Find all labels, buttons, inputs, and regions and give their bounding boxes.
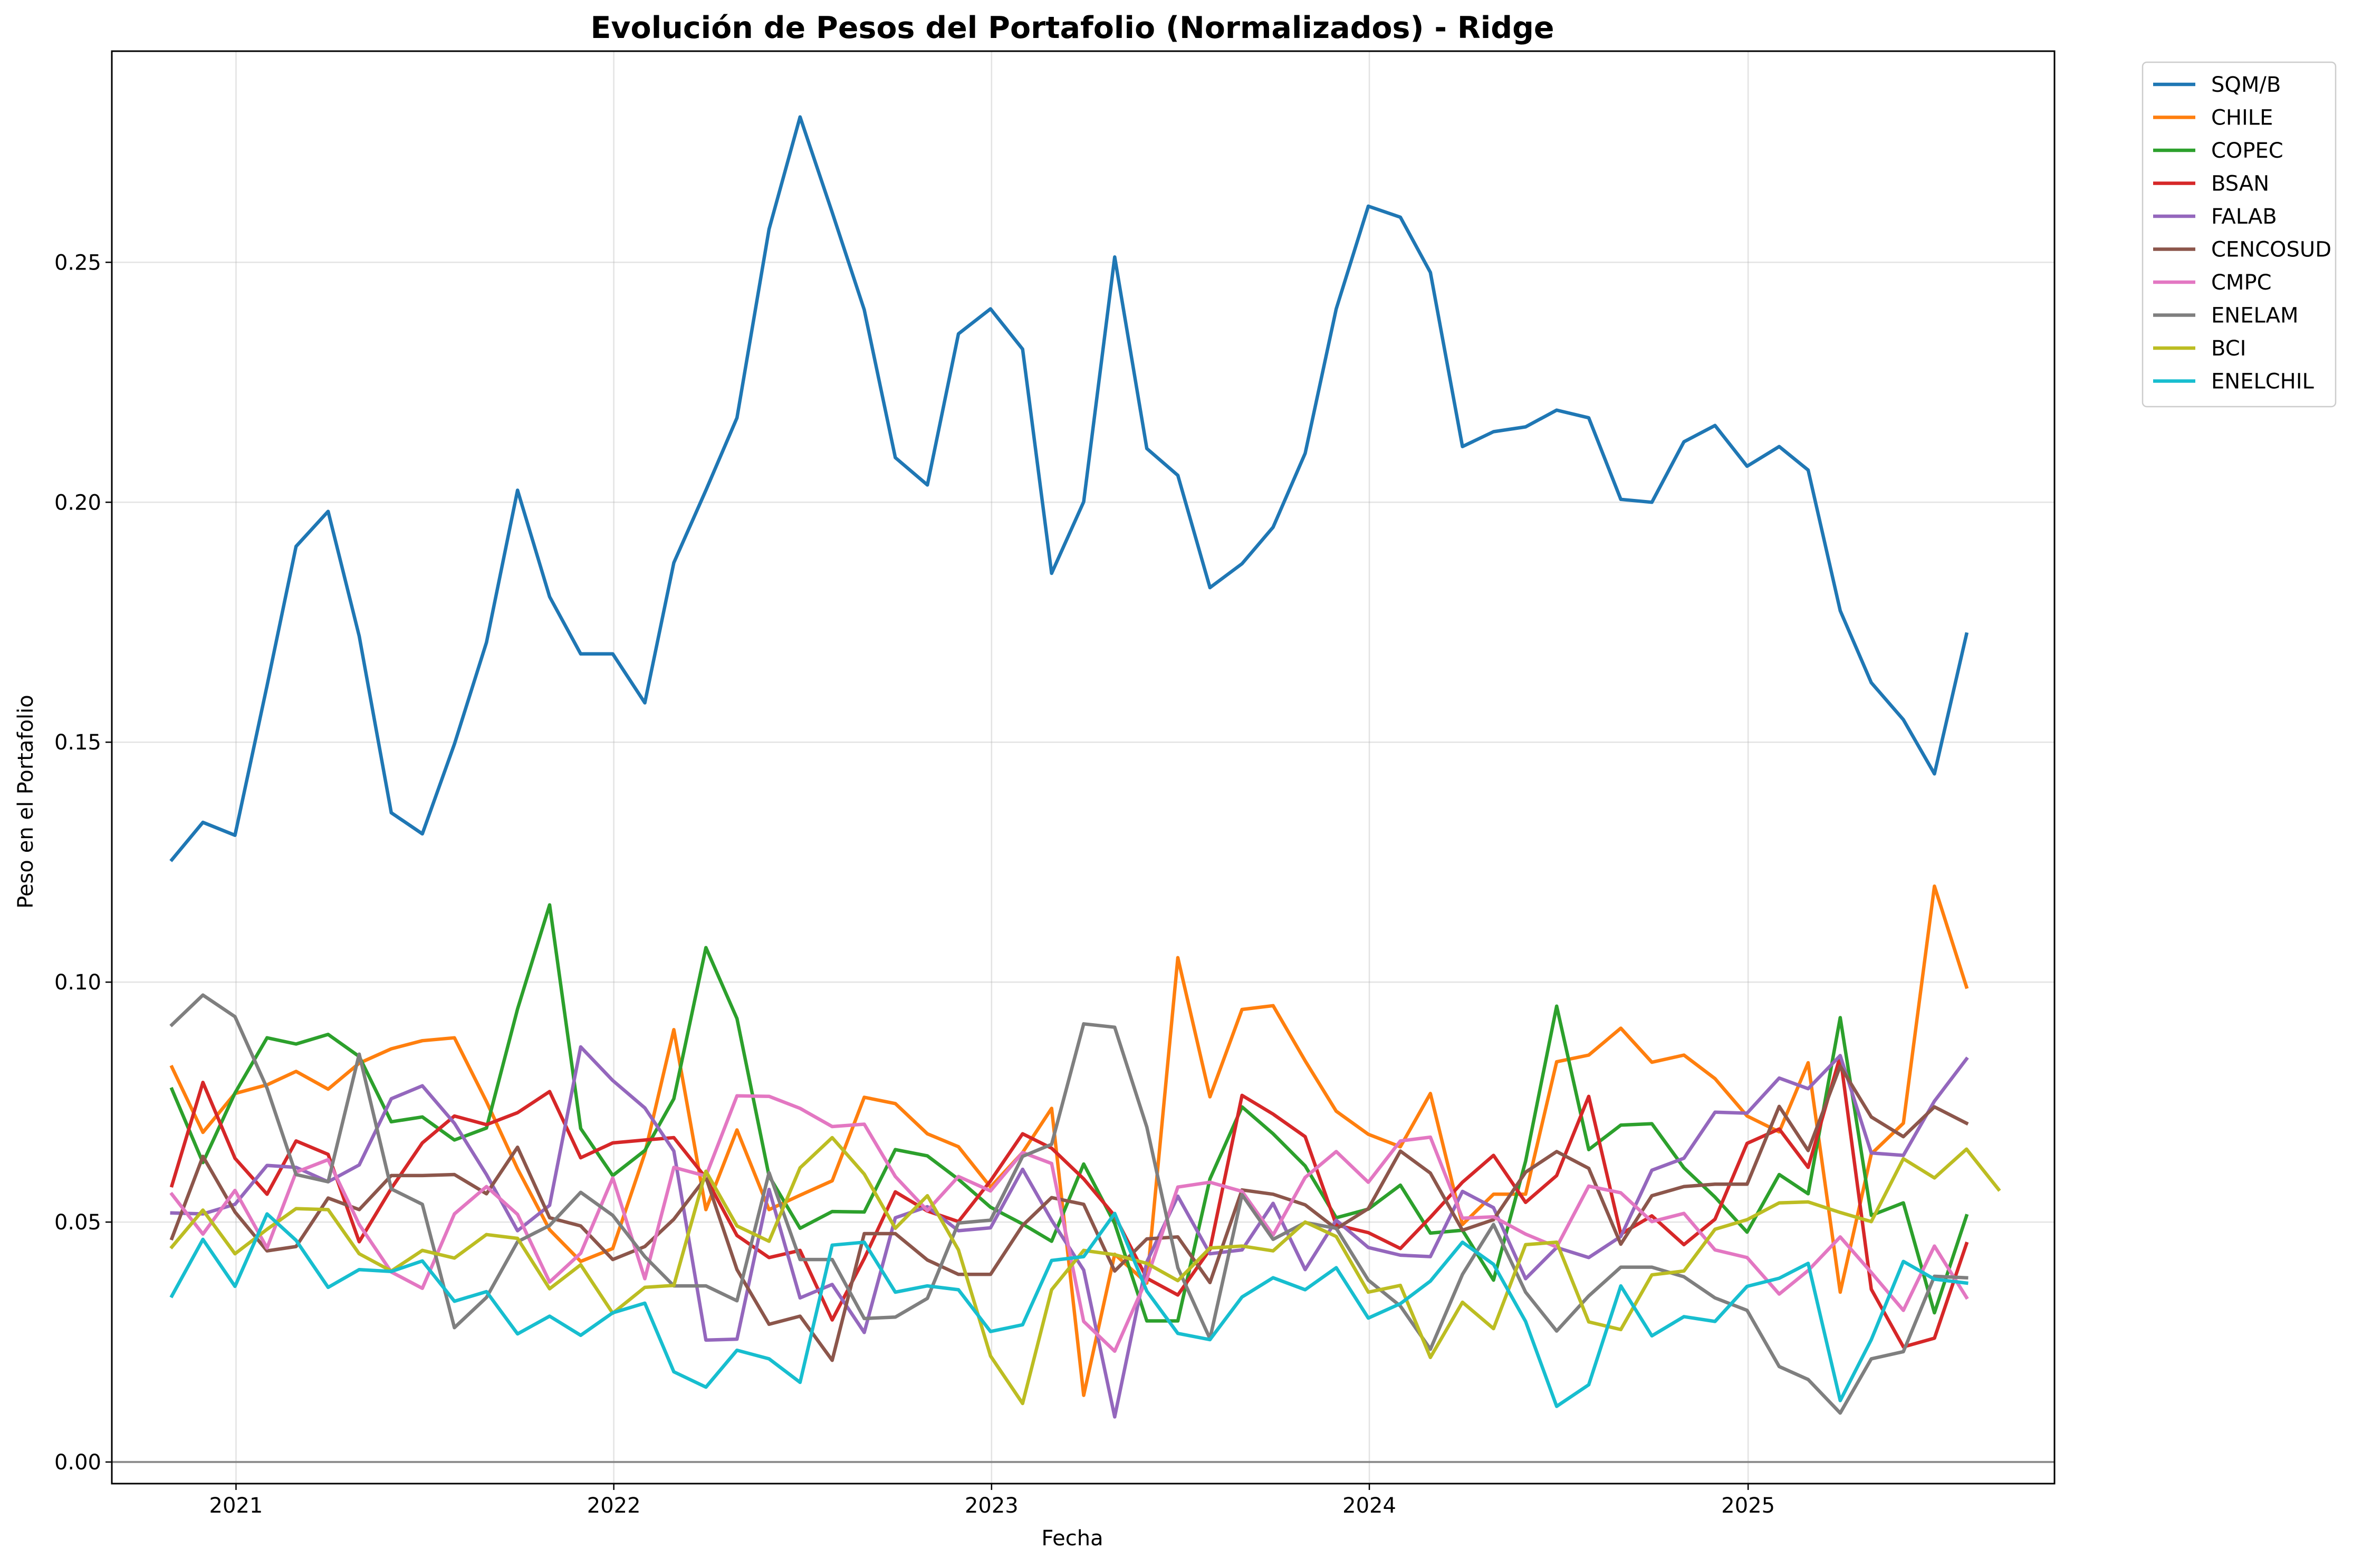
legend-label: CENCOSUD — [2211, 238, 2331, 262]
legend-label: BCI — [2211, 336, 2246, 361]
chart-title: Evolución de Pesos del Portafolio (Norma… — [590, 11, 1554, 45]
x-axis-label: Fecha — [1041, 1526, 1103, 1551]
x-tick-label: 2022 — [587, 1494, 641, 1518]
x-tick-label: 2023 — [965, 1494, 1019, 1518]
series-line-cencosud — [169, 1064, 1969, 1362]
legend-box — [2142, 61, 2337, 408]
legend-label: CMPC — [2211, 271, 2272, 295]
x-tick-label: 2021 — [209, 1494, 263, 1518]
plot-frame — [111, 50, 2056, 1485]
y-tick-label: 0.00 — [54, 1450, 101, 1475]
series-line-sqm-b — [169, 115, 1969, 862]
y-tick-label: 0.15 — [54, 730, 101, 755]
legend-label: SQM/B — [2211, 73, 2281, 97]
y-tick-label: 0.20 — [54, 490, 101, 515]
y-tick-label: 0.05 — [54, 1210, 101, 1235]
series-line-bsan — [169, 1054, 1969, 1349]
legend-label: COPEC — [2211, 139, 2283, 163]
y-tick-label: 0.10 — [54, 970, 101, 995]
legend-label: ENELAM — [2211, 304, 2299, 328]
legend-items: SQM/B CHILE COPEC BSAN FALAB CENCOSUD CMPC ENEL… — [2153, 73, 2331, 394]
series-layer — [169, 115, 2001, 1419]
legend-label: BSAN — [2211, 172, 2269, 196]
legend: SQM/B CHILE COPEC BSAN FALAB CENCOSUD CMPC ENEL… — [2142, 61, 2337, 408]
x-tick-label: 2025 — [1721, 1494, 1775, 1518]
legend-label: CHILE — [2211, 106, 2273, 130]
series-line-enelchil — [169, 1211, 1969, 1408]
x-axis-ticks: 2021 2022 2023 2024 2025 — [209, 1484, 1775, 1518]
y-tick-label: 0.25 — [54, 251, 101, 275]
series-line-cmpc — [169, 1094, 1969, 1353]
legend-label: FALAB — [2211, 205, 2277, 229]
y-axis-ticks: 0.00 0.05 0.10 0.15 0.20 0.25 — [54, 251, 112, 1475]
legend-label: ENELCHIL — [2211, 370, 2315, 394]
x-tick-label: 2024 — [1342, 1494, 1396, 1518]
series-line-bci — [169, 1136, 2001, 1406]
series-line-chile — [169, 884, 1969, 1397]
y-axis-label: Peso en el Portafolio — [14, 695, 38, 909]
